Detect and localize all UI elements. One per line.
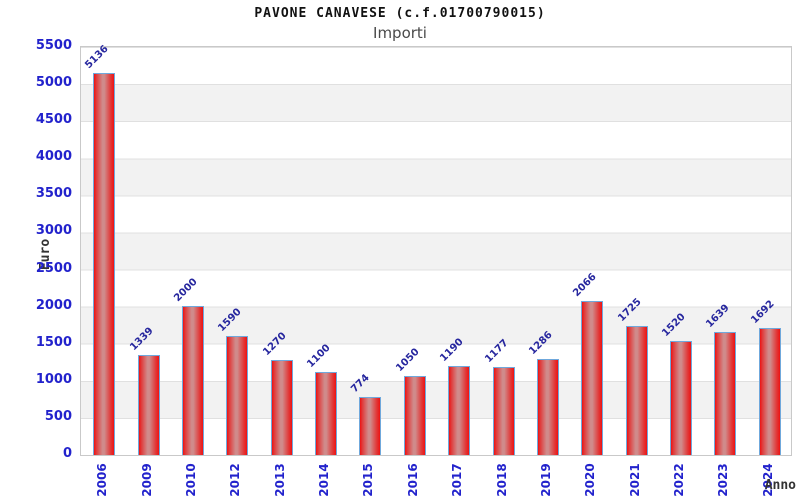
bar-value-label: 5136 (83, 43, 111, 71)
x-tick-label: 2006 (95, 463, 110, 497)
x-tick-label: 2009 (139, 463, 154, 497)
bar-value-label: 1590 (216, 306, 245, 334)
bar-2010 (181, 306, 204, 455)
bar-2022 (670, 341, 693, 455)
y-tick-label: 4000 (35, 149, 72, 165)
bar-2013 (270, 360, 293, 455)
bar-2021 (625, 326, 648, 455)
x-tick-label: 2019 (538, 463, 553, 497)
y-tick-label: 3000 (35, 223, 72, 239)
x-tick-label: 2013 (272, 463, 287, 497)
bar-value-label: 2000 (172, 276, 200, 304)
bar-2006 (93, 73, 116, 455)
y-tick-label: 5000 (35, 75, 72, 91)
bar-2018 (492, 367, 515, 455)
chart-title: PAVONE CANAVESE (c.f.01700790015) (254, 6, 546, 21)
y-tick-label: 500 (44, 408, 72, 424)
chart-subtitle: Importi (373, 24, 427, 42)
x-tick-label: 2018 (494, 463, 509, 497)
bar-value-label: 1725 (615, 296, 644, 324)
x-tick-label: 2021 (627, 463, 642, 497)
bar-value-label: 1692 (749, 298, 777, 326)
x-tick-label: 2014 (317, 463, 332, 497)
x-tick-label: 2020 (583, 463, 598, 497)
y-tick-label: 0 (62, 446, 72, 461)
bar-2015 (359, 397, 382, 455)
bar-value-label: 1639 (704, 302, 733, 330)
bar-2014 (315, 372, 338, 455)
bar-value-label: 1190 (438, 336, 466, 364)
bar-value-label: 1270 (260, 330, 289, 358)
y-tick-label: 1500 (35, 334, 72, 350)
x-tick-label: 2010 (183, 463, 198, 497)
x-tick-label: 2016 (405, 463, 420, 497)
bar-value-label: 1050 (394, 346, 422, 374)
bar-2024 (758, 328, 781, 455)
x-tick-label: 2023 (716, 463, 731, 497)
y-tick-label: 5500 (35, 38, 72, 53)
bar-2023 (714, 332, 737, 455)
x-tick-label: 2015 (361, 463, 376, 497)
y-tick-label: 4500 (35, 112, 72, 128)
bar-value-label: 1520 (660, 311, 688, 339)
bar-value-label: 1100 (305, 342, 333, 370)
bar-value-label: 1339 (127, 325, 156, 353)
x-tick-label: 2022 (672, 463, 687, 497)
bar-value-label: 1177 (482, 337, 511, 365)
y-tick-label: 3500 (35, 186, 72, 202)
x-tick-label: 2017 (450, 463, 465, 497)
bar-2019 (536, 359, 559, 455)
bar-2017 (448, 366, 471, 455)
bar-value-label: 2066 (571, 271, 600, 299)
bar-2016 (403, 376, 426, 455)
x-axis-title: Anno (764, 478, 796, 493)
y-tick-label: 2500 (35, 260, 72, 276)
bar-2009 (137, 355, 160, 455)
bar-2020 (581, 301, 604, 455)
bar-2012 (226, 336, 249, 455)
bar-value-label: 774 (349, 372, 373, 395)
y-tick-label: 1000 (35, 371, 72, 387)
bar-value-label: 1286 (527, 329, 555, 357)
x-tick-label: 2012 (228, 463, 243, 497)
y-tick-label: 2000 (35, 297, 72, 313)
plot-area: 5136 1339 2000 1590 1270 1100 774 1050 1190 1177 1… (80, 43, 792, 456)
